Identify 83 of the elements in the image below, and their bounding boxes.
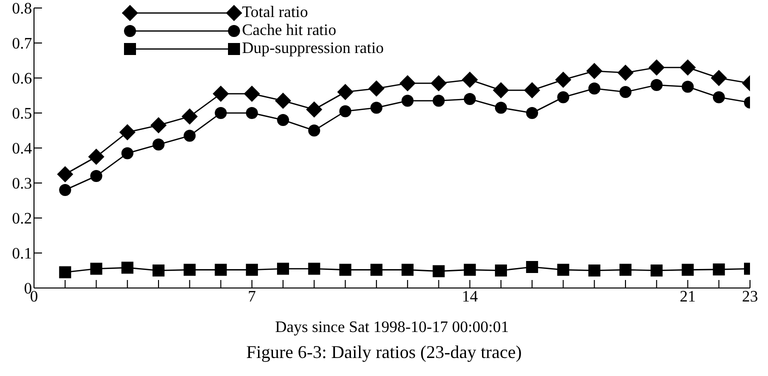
y-tick-label: 0.8 [12,0,32,18]
point [182,108,198,125]
point [650,79,663,91]
point [277,114,290,126]
point [432,94,445,107]
point [526,261,538,273]
y-tick-label: 0.6 [12,70,32,88]
x-axis-title: Days since Sat 1998-10-17 00:00:01 [275,319,509,336]
point [588,264,600,276]
point [244,86,260,102]
x-tick-label: 14 [462,288,478,306]
point [617,64,634,81]
point [184,264,196,276]
point [619,86,632,98]
point [88,148,104,165]
point [682,80,694,93]
point [246,264,258,276]
point [524,82,540,98]
x-tick-label: 7 [248,288,256,306]
point [277,262,290,275]
point [121,262,134,274]
text: Figure 6-3: Daily ratios (23-day trace) [245,342,523,363]
point [339,264,352,276]
point [370,264,382,276]
point [119,124,136,140]
point [680,59,696,76]
point [246,107,258,119]
point [150,117,167,134]
point [306,101,322,118]
legend-label: Total ratio [242,4,308,22]
point [214,107,227,119]
point [402,94,414,107]
y-tick-label: 0.3 [12,176,32,193]
point [650,264,663,276]
point [152,264,165,276]
point [586,62,602,80]
point [557,264,570,276]
point [59,266,72,278]
point [337,84,354,100]
point [370,102,382,114]
y-tick-label: 0.4 [12,140,32,158]
point [710,70,727,86]
legend-label: Dup-suppression ratio [242,40,384,58]
x-tick-label: 21 [680,288,696,306]
point [59,184,72,196]
y-tick-label: 0.5 [12,106,32,123]
point [492,82,510,98]
point [402,264,414,276]
point [712,263,725,276]
point [464,93,476,105]
point [214,264,227,276]
point [399,75,416,92]
point [152,138,165,150]
point [184,130,196,142]
point [555,72,572,88]
point [557,91,570,104]
point [121,147,134,160]
point [682,264,694,276]
point [619,264,632,276]
point [648,59,665,76]
y-tick-label: 0.2 [12,210,32,228]
point [430,75,447,92]
y-tick-label: 0.7 [12,36,32,53]
point [464,264,476,276]
legend-label: Cache hit ratio [242,22,336,40]
point [274,92,292,109]
x-tick-label: 23 [742,288,758,306]
point [368,80,385,97]
point [212,86,229,102]
point [432,265,445,278]
point [712,91,725,104]
point [339,105,352,118]
point [90,170,102,182]
point [494,102,507,114]
point [90,262,102,275]
y-tick-label: 0.1 [12,246,32,263]
point [526,107,538,119]
point [494,264,507,276]
point [57,166,74,182]
point [308,262,320,275]
point [462,72,478,88]
point [308,124,320,136]
point [588,82,600,94]
